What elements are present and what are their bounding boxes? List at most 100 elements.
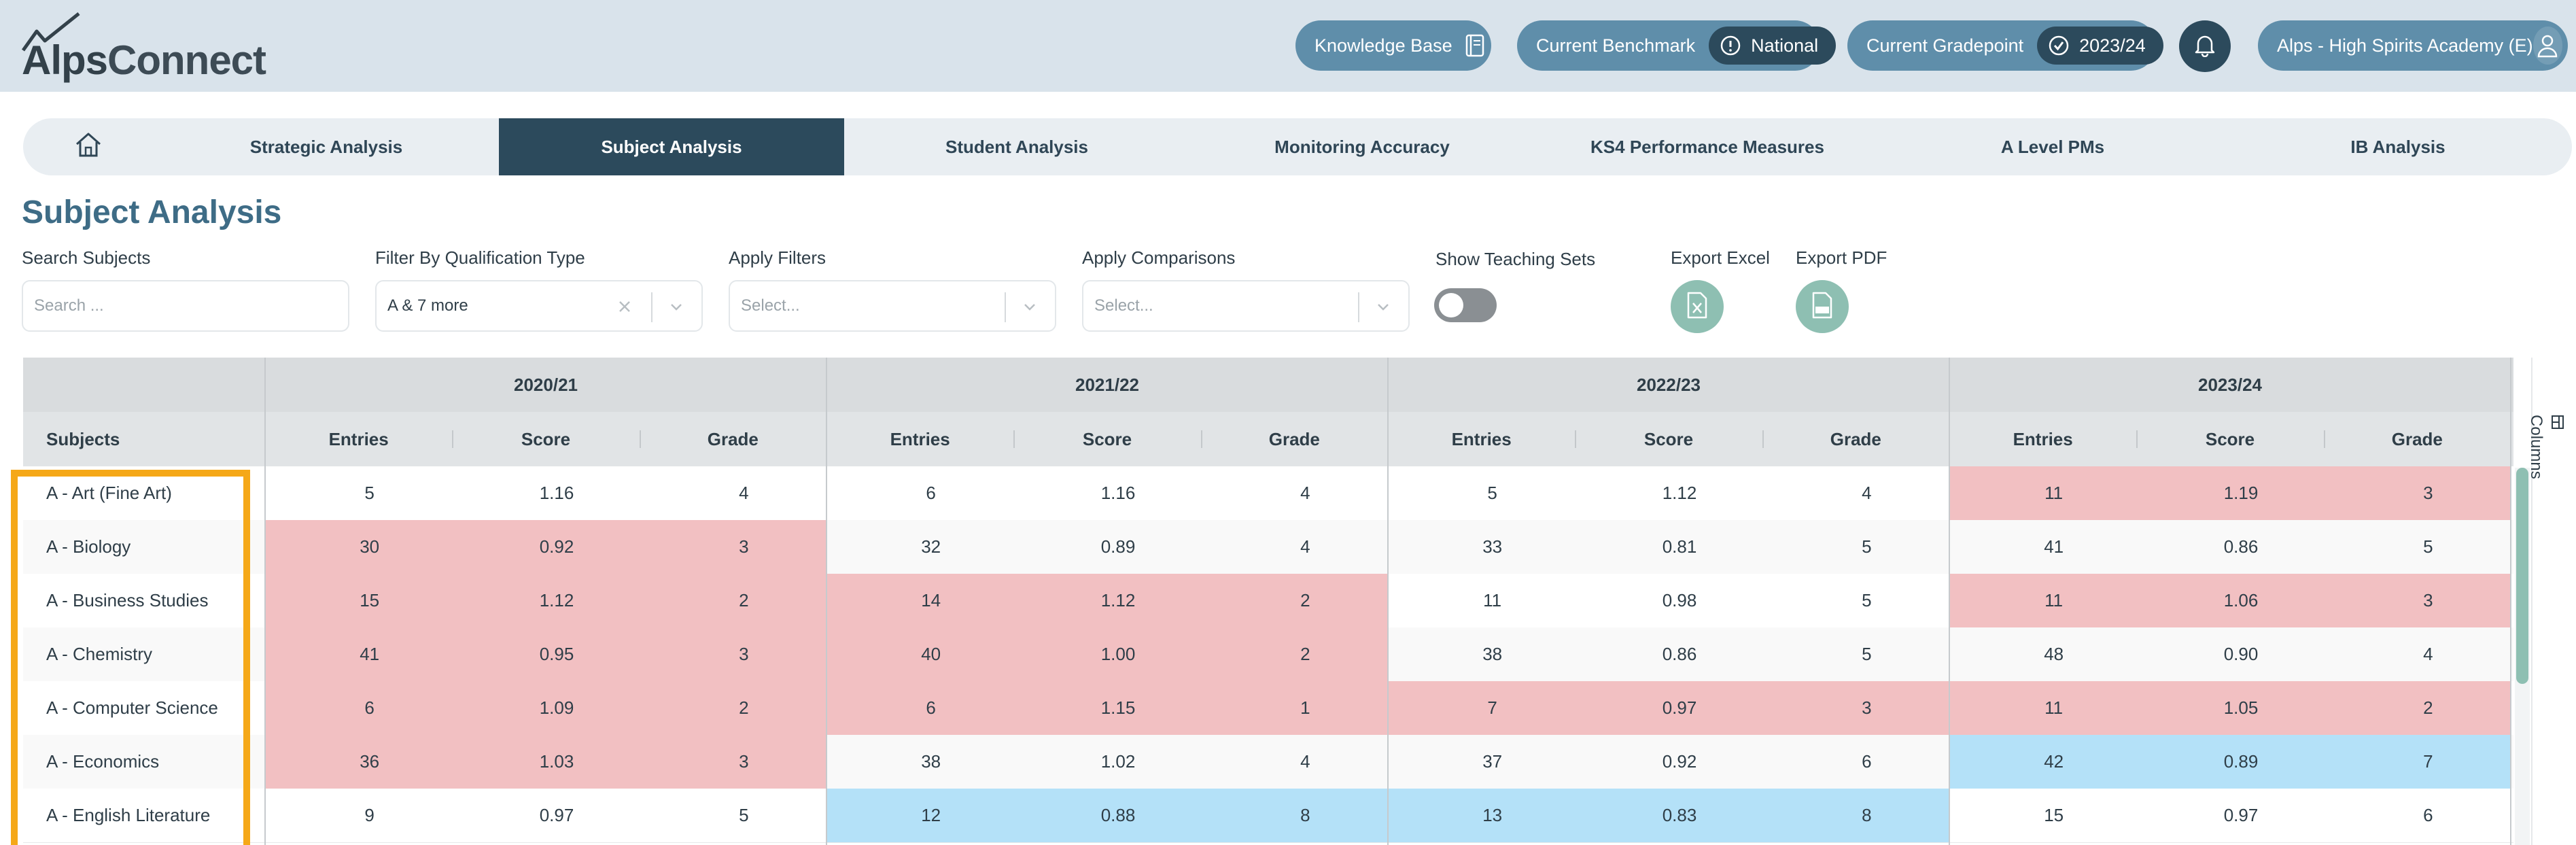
grade-cell: 5	[739, 805, 749, 825]
column-header-entries[interactable]: Entries	[2013, 428, 2073, 449]
year-cell-group	[1388, 627, 1949, 681]
alps-connect-logo[interactable]: AlpsConnect	[22, 11, 280, 83]
tab-ib-analysis[interactable]: IB Analysis	[2350, 136, 2446, 157]
tab-ks4-performance-measures[interactable]: KS4 Performance Measures	[1590, 136, 1824, 157]
chevron-down-icon[interactable]	[666, 296, 686, 322]
entries-cell: 6	[926, 697, 936, 718]
column-resize-handle[interactable]	[1575, 430, 1577, 448]
grade-cell: 5	[1862, 536, 1872, 557]
table-row[interactable]: A - Economics 36 1.03 3 38 1.02 4 37 0.92 6 42 0.89…	[23, 735, 2513, 789]
score-cell: 1.12	[1100, 590, 1136, 610]
subject-name-cell[interactable]: A - Biology	[46, 536, 131, 557]
tab-student-analysis[interactable]: Student Analysis	[945, 136, 1088, 157]
table-row[interactable]: A - Biology 30 0.92 3 32 0.89 4 33 0.81 5 41 0.86 5	[23, 520, 2513, 574]
subject-name-cell[interactable]: A - Computer Science	[46, 697, 218, 718]
column-resize-handle[interactable]	[1013, 430, 1015, 448]
entries-cell: 9	[364, 805, 375, 825]
year-cell-group	[1388, 735, 1949, 789]
grade-cell: 4	[1300, 483, 1310, 503]
qualification-type-select[interactable]: A & 7 more	[375, 280, 703, 332]
column-header-grade[interactable]: Grade	[1830, 428, 1881, 449]
column-header-score[interactable]: Score	[521, 428, 571, 449]
apply-comparisons-select[interactable]: Select...	[1082, 280, 1410, 332]
year-cell-group	[265, 466, 826, 520]
logo-wordmark: AlpsConnect	[22, 37, 266, 83]
column-resize-handle[interactable]	[1762, 430, 1764, 448]
export-pdf-button[interactable]	[1796, 280, 1849, 333]
current-gradepoint-selector[interactable]: Current Gradepoint 2023/24	[1847, 20, 2163, 71]
table-row[interactable]: A - English Literature 9 0.97 5 12 0.88 8 13 0.8…	[23, 789, 2513, 843]
current-benchmark-selector[interactable]: Current Benchmark National	[1517, 20, 1837, 71]
entries-cell: 5	[364, 483, 375, 503]
search-subjects-input[interactable]: Search ...	[22, 280, 349, 332]
check-circle-icon	[2048, 35, 2070, 56]
columns-panel-toggle[interactable]	[2531, 358, 2576, 845]
user-avatar-icon	[2533, 27, 2562, 65]
column-resize-handle[interactable]	[639, 430, 641, 448]
score-cell: 1.16	[1100, 483, 1136, 503]
column-resize-handle[interactable]	[1200, 430, 1202, 448]
grade-cell: 7	[2423, 751, 2433, 772]
column-header-score[interactable]: Score	[1643, 428, 1694, 449]
home-tab[interactable]	[48, 118, 129, 175]
year-header-row	[23, 358, 2513, 412]
grade-cell: 4	[2423, 644, 2433, 664]
column-header-grade[interactable]: Grade	[1268, 428, 1320, 449]
notifications-button[interactable]	[2179, 20, 2231, 72]
score-cell: 0.97	[539, 805, 574, 825]
page-title: Subject Analysis	[22, 194, 282, 230]
tab-strategic-analysis[interactable]: Strategic Analysis	[249, 136, 403, 157]
book-icon	[1465, 34, 1485, 57]
table-row[interactable]: A - Art (Fine Art) 5 1.16 4 6 1.16 4 5 1.12 4 11 1.…	[23, 466, 2513, 521]
tab-monitoring-accuracy[interactable]: Monitoring Accuracy	[1274, 136, 1450, 157]
column-header-entries[interactable]: Entries	[1451, 428, 1512, 449]
show-teaching-sets-toggle[interactable]	[1434, 288, 1497, 322]
grade-cell: 2	[2423, 697, 2433, 718]
table-row[interactable]: A - Computer Science 6 1.09 2 6 1.15 1 7 0.97 3 11…	[23, 681, 2513, 736]
subject-name-cell[interactable]: A - Business Studies	[46, 590, 209, 610]
table-scrollbar-thumb[interactable]	[2516, 468, 2528, 684]
column-header-score[interactable]: Score	[1082, 428, 1132, 449]
subject-name-cell[interactable]: A - Chemistry	[46, 644, 153, 664]
tab-subject-analysis[interactable]: Subject Analysis	[499, 118, 844, 175]
main-navigation	[23, 118, 2572, 175]
apply-filters-select[interactable]: Select...	[729, 280, 1056, 332]
qualification-type-value: A & 7 more	[387, 296, 468, 315]
benchmark-value: National	[1751, 35, 1819, 56]
chevron-down-icon[interactable]	[1373, 296, 1393, 322]
column-header-grade[interactable]: Grade	[2391, 428, 2443, 449]
account-menu-button[interactable]: Alps - High Spirits Academy (E)	[2258, 20, 2568, 71]
account-name: Alps - High Spirits Academy (E)	[2277, 35, 2533, 56]
columns-panel-label[interactable]: Columns	[2526, 415, 2565, 479]
column-resize-handle[interactable]	[452, 430, 454, 448]
score-cell: 0.81	[1662, 536, 1697, 557]
score-cell: 0.97	[2223, 805, 2259, 825]
knowledge-base-button[interactable]: Knowledge Base	[1295, 20, 1491, 71]
tab-a-level-pms[interactable]: A Level PMs	[2000, 136, 2105, 157]
column-header-score[interactable]: Score	[2205, 428, 2255, 449]
clear-icon[interactable]	[614, 296, 635, 322]
bell-icon	[2193, 33, 2216, 61]
subject-name-cell[interactable]: A - Economics	[46, 751, 160, 772]
table-row[interactable]: A - Chemistry 41 0.95 3 40 1.00 2 38 0.86 5 48 0.90…	[23, 627, 2513, 682]
grade-cell: 3	[2423, 590, 2433, 610]
entries-cell: 40	[921, 644, 941, 664]
column-header-entries[interactable]: Entries	[890, 428, 950, 449]
entries-cell: 37	[1482, 751, 1503, 772]
year-cell-group	[1388, 466, 1949, 520]
entries-cell: 7	[1487, 697, 1497, 718]
subjects-column-header[interactable]: Subjects	[46, 428, 120, 449]
chevron-down-icon[interactable]	[1020, 296, 1040, 322]
column-resize-handle[interactable]	[2323, 430, 2325, 448]
score-cell: 1.06	[2223, 590, 2259, 610]
subject-name-cell[interactable]: A - Art (Fine Art)	[46, 483, 172, 503]
export-excel-button[interactable]	[1671, 280, 1724, 333]
column-resize-handle[interactable]	[2136, 430, 2138, 448]
score-cell: 1.03	[539, 751, 574, 772]
subjects-column-highlight	[11, 470, 250, 845]
table-row[interactable]: A - Business Studies 15 1.12 2 14 1.12 2 11 0.98…	[23, 574, 2513, 628]
column-header-grade[interactable]: Grade	[707, 428, 759, 449]
subject-name-cell[interactable]: A - English Literature	[46, 805, 211, 825]
score-cell: 1.19	[2223, 483, 2259, 503]
column-header-entries[interactable]: Entries	[328, 428, 389, 449]
